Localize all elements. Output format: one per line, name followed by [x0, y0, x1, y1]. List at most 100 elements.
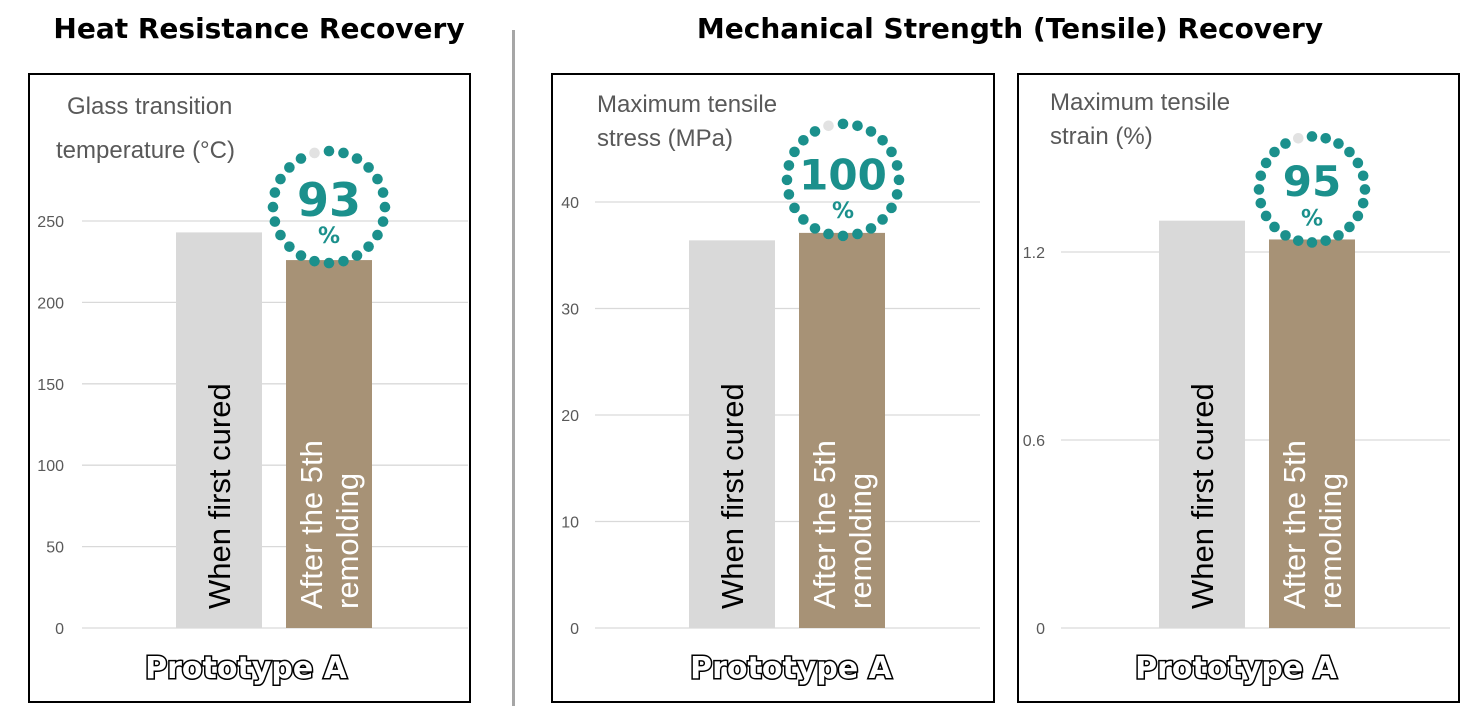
- bar-first-cured: [1159, 220, 1245, 628]
- section-divider: [512, 30, 515, 706]
- bar-first-cured: [689, 240, 775, 628]
- recovery-ring-dot: [1359, 184, 1371, 195]
- recovery-ring-dot: [1344, 146, 1355, 158]
- chart-panel-tensile-stress: Maximum tensile stress (MPa) 0 10 20 30 40 Wh…: [551, 73, 995, 703]
- recovery-ring-dot: [377, 187, 389, 198]
- bar-label-after-remolding: remolding: [1313, 473, 1348, 609]
- recovery-ring-dot: [1306, 237, 1318, 248]
- recovery-ring-dot: [891, 189, 903, 200]
- bar-label-after-remolding: remolding: [330, 473, 365, 609]
- recovery-ring-dot: [1269, 221, 1280, 233]
- y-tick-label: 10: [561, 515, 579, 532]
- recovery-ring-dot: [789, 202, 800, 214]
- recovery-ring-dot: [1320, 132, 1332, 144]
- bar-label-first-cured: When first cured: [202, 383, 237, 609]
- recovery-ring-dot: [891, 160, 903, 171]
- recovery-ring-dot: [852, 120, 863, 132]
- recovery-percent-value: 93: [297, 173, 361, 227]
- x-group-label: Prototype A: [145, 651, 348, 686]
- recovery-percent-value: 100: [799, 151, 887, 200]
- y-axis-title-line-1: Maximum tensile: [597, 91, 778, 118]
- recovery-ring-dot: [284, 241, 295, 252]
- y-axis-title-line-1: Maximum tensile: [1050, 89, 1231, 116]
- heat-section-title: Heat Resistance Recovery: [53, 12, 465, 45]
- recovery-ring-dot: [1320, 235, 1332, 246]
- recovery-ring-dot: [363, 162, 374, 173]
- recovery-ring-dot: [372, 173, 383, 185]
- bar-label-after-remolding: After the 5th: [294, 440, 329, 609]
- y-axis-title: Maximum tensile stress (MPa): [597, 88, 777, 156]
- recovery-ring-dot: [837, 230, 849, 242]
- recovery-ring-dot: [1344, 221, 1355, 233]
- recovery-ring-dot: [886, 202, 897, 214]
- y-tick-label: 0.6: [1023, 433, 1045, 450]
- recovery-ring-dot: [1280, 138, 1291, 149]
- recovery-ring-dot: [309, 255, 320, 267]
- chart-svg: 0 0.6 1.2 When first cured After the 5th remo…: [1023, 131, 1450, 688]
- bar-first-cured: [176, 232, 262, 628]
- recovery-ring-dot: [267, 201, 279, 213]
- recovery-ring-dot: [1333, 230, 1344, 241]
- recovery-ring-dot: [363, 241, 374, 252]
- bar-label-first-cured: When first cured: [1185, 383, 1220, 609]
- recovery-ring-dot: [877, 134, 888, 146]
- y-tick-label: 0: [570, 621, 579, 638]
- recovery-ring-dot: [379, 201, 391, 213]
- recovery-ring-dot: [1253, 184, 1265, 195]
- y-axis-title: Maximum tensile strain (%): [1050, 86, 1230, 154]
- recovery-ring-dot: [275, 229, 286, 241]
- y-axis-title: Glass transition temperature (°C): [56, 85, 235, 173]
- y-axis-title-line-2: strain (%): [1050, 123, 1153, 150]
- y-tick-label: 150: [37, 377, 64, 394]
- recovery-ring-dot: [852, 228, 863, 240]
- recovery-ring-dot: [781, 174, 793, 186]
- recovery-ring-dot: [372, 229, 383, 241]
- recovery-ring-dot: [323, 145, 335, 157]
- recovery-ring-dot: [865, 223, 877, 234]
- recovery-ring-dot: [893, 174, 905, 186]
- recovery-ring-dot: [269, 216, 281, 227]
- y-axis-title-line-2: stress (MPa): [597, 125, 734, 152]
- recovery-percent-value: 95: [1283, 157, 1341, 206]
- recovery-ring-dot: [1333, 138, 1344, 149]
- recovery-ring-dot: [1255, 197, 1267, 209]
- recovery-ring-dot: [1260, 157, 1272, 169]
- recovery-ring-dot: [338, 255, 349, 267]
- recovery-percent-sign: %: [318, 224, 340, 249]
- y-tick-label: 50: [46, 540, 64, 557]
- recovery-ring-dot: [1352, 210, 1364, 222]
- recovery-ring-dot: [323, 257, 335, 269]
- recovery-ring-dot: [275, 173, 286, 185]
- recovery-ring-dot: [338, 147, 349, 159]
- recovery-ring-dot: [284, 162, 295, 173]
- recovery-ring-dot: [1357, 170, 1369, 182]
- bar-label-after-remolding: After the 5th: [807, 440, 842, 609]
- recovery-ring-dot: [877, 214, 888, 225]
- y-tick-label: 1.2: [1023, 245, 1045, 262]
- recovery-ring-dot: [798, 214, 809, 225]
- recovery-ring-dot: [1357, 197, 1369, 209]
- y-tick-label: 100: [37, 458, 64, 475]
- x-group-label: Prototype A: [1135, 651, 1338, 686]
- y-axis-title-line-2: temperature (°C): [56, 137, 235, 164]
- y-axis-title-line-1: Glass transition: [67, 93, 233, 120]
- bar-after-5th-remolding: [1269, 239, 1355, 628]
- bar-after-5th-remolding: [286, 260, 372, 628]
- bar-after-5th-remolding: [799, 232, 885, 628]
- recovery-ring-dot: [1269, 146, 1280, 158]
- recovery-ring-dot: [295, 153, 307, 164]
- recovery-ring-dot: [351, 153, 363, 164]
- recovery-ring-dot: [1306, 131, 1318, 142]
- y-tick-label: 200: [37, 295, 64, 312]
- recovery-ring-dot: [295, 250, 307, 261]
- chart-svg: 0 50 100 150 200 250 When first cured After the…: [37, 145, 468, 688]
- chart-panel-glass-transition: Glass transition temperature (°C) 0 50 100…: [28, 73, 471, 703]
- recovery-ring-dot: [809, 126, 821, 137]
- chart-panel-tensile-strain: Maximum tensile strain (%) 0 0.6 1.2 When f…: [1017, 73, 1460, 703]
- y-tick-label: 20: [561, 408, 579, 425]
- y-tick-label: 0: [55, 621, 64, 638]
- recovery-ring-dot: [1280, 230, 1291, 241]
- recovery-ring-dot: [377, 216, 389, 227]
- recovery-ring-dot: [823, 120, 834, 132]
- recovery-ring-dot: [809, 223, 821, 234]
